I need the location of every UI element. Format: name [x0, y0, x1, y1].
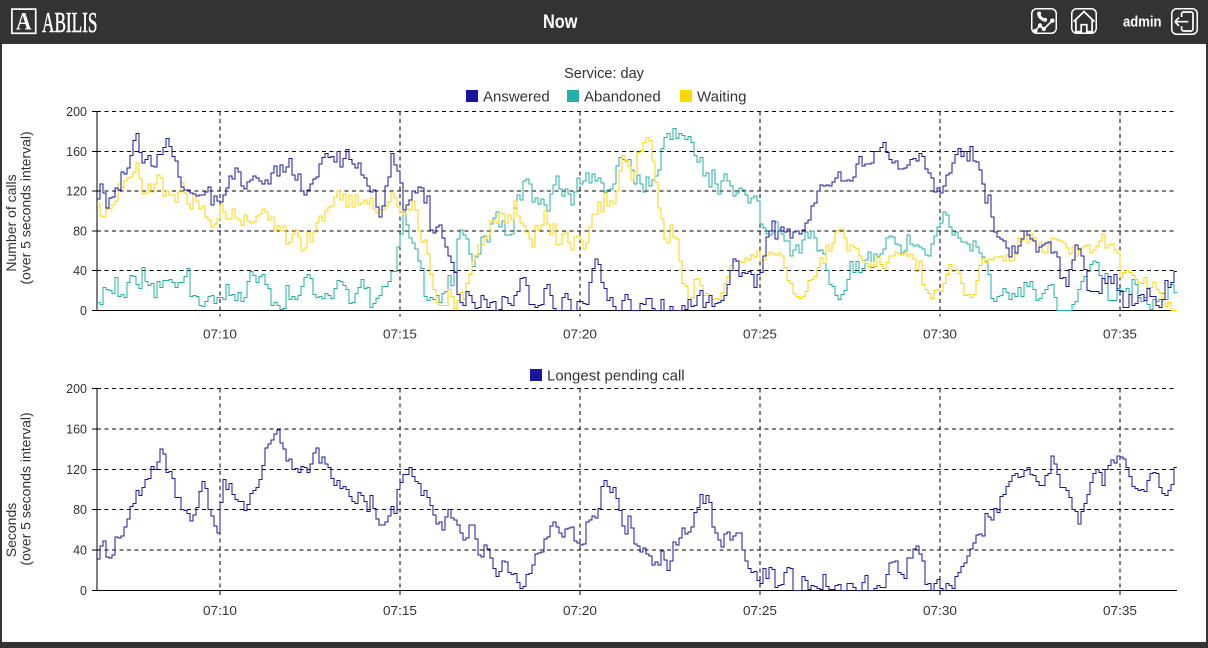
svg-text:40: 40 — [73, 544, 87, 558]
svg-text:Seconds: Seconds — [3, 503, 19, 557]
svg-text:120: 120 — [66, 185, 87, 199]
svg-text:Abandoned: Abandoned — [584, 89, 661, 106]
svg-text:admin: admin — [1123, 15, 1162, 31]
svg-text:07:30: 07:30 — [923, 603, 957, 618]
svg-text:Service: day: Service: day — [564, 66, 645, 82]
svg-text:0: 0 — [80, 304, 87, 318]
svg-text:07:30: 07:30 — [923, 327, 957, 342]
svg-text:Answered: Answered — [483, 89, 550, 106]
svg-text:Now: Now — [543, 12, 578, 33]
svg-text:200: 200 — [66, 382, 87, 396]
svg-text:07:10: 07:10 — [203, 327, 237, 342]
svg-text:40: 40 — [73, 264, 87, 278]
svg-text:0: 0 — [80, 584, 87, 598]
svg-text:160: 160 — [66, 422, 87, 436]
svg-text:Waiting: Waiting — [697, 89, 746, 106]
svg-text:80: 80 — [73, 503, 87, 517]
svg-text:(over 5 seconds interval): (over 5 seconds interval) — [18, 131, 34, 284]
svg-text:Number of calls: Number of calls — [3, 174, 19, 271]
svg-text:80: 80 — [73, 224, 87, 238]
svg-text:A: A — [16, 8, 32, 35]
svg-text:07:20: 07:20 — [563, 327, 597, 342]
svg-text:07:15: 07:15 — [383, 327, 417, 342]
svg-text:07:35: 07:35 — [1103, 603, 1137, 618]
svg-text:07:35: 07:35 — [1103, 327, 1137, 342]
svg-text:160: 160 — [66, 145, 87, 159]
svg-text:07:15: 07:15 — [383, 603, 417, 618]
svg-text:07:20: 07:20 — [563, 603, 597, 618]
svg-text:07:10: 07:10 — [203, 603, 237, 618]
svg-text:120: 120 — [66, 463, 87, 477]
svg-text:07:25: 07:25 — [743, 327, 777, 342]
svg-text:200: 200 — [66, 105, 87, 119]
svg-text:(over 5 seconds interval): (over 5 seconds interval) — [18, 412, 34, 565]
svg-text:Longest pending call: Longest pending call — [547, 368, 685, 385]
svg-text:ABILIS: ABILIS — [42, 7, 98, 39]
svg-text:07:25: 07:25 — [743, 603, 777, 618]
